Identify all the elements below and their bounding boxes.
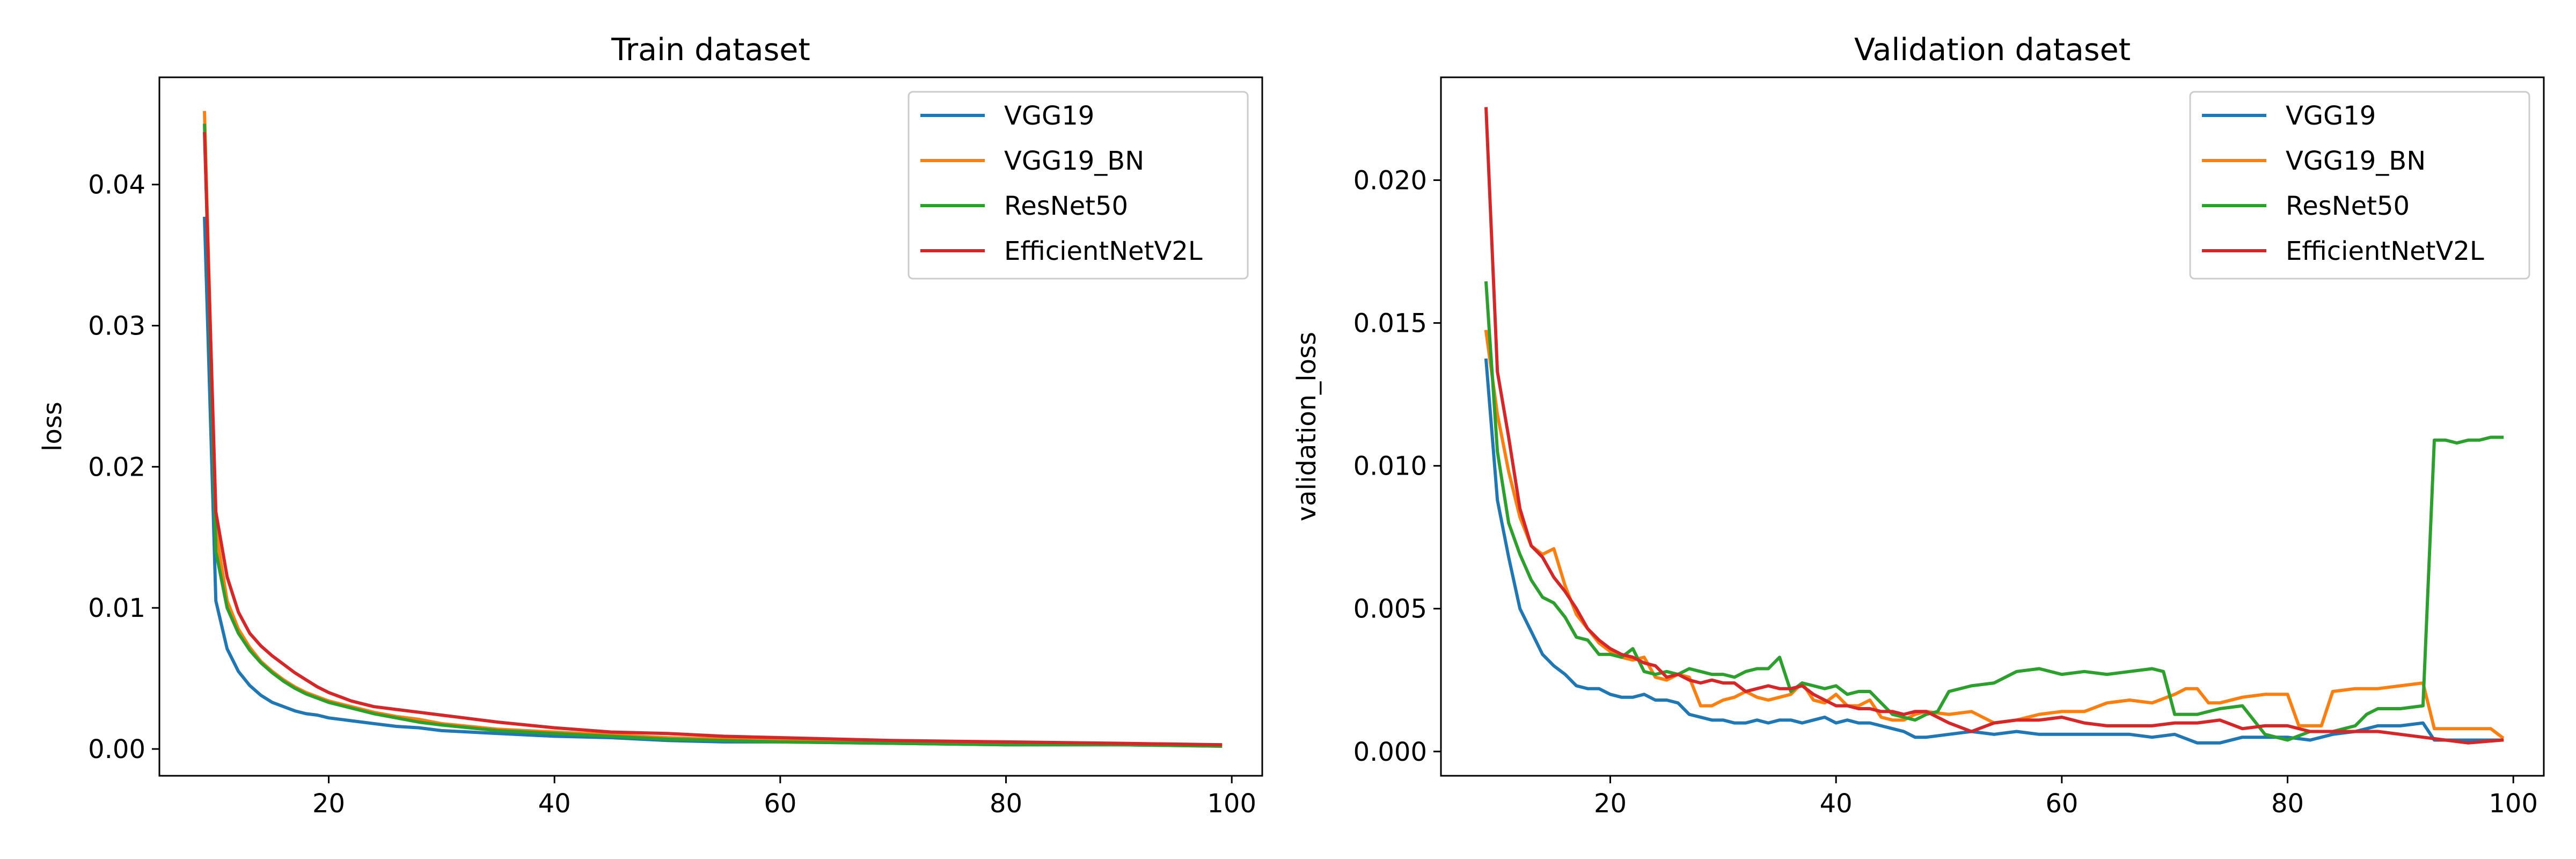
x-tick-label: 40 (1820, 789, 1853, 819)
legend-box (908, 91, 1249, 280)
x-tick-label: 20 (312, 789, 345, 819)
y-tick-label: 0.04 (88, 170, 145, 200)
x-tick-label: 60 (764, 789, 796, 819)
subplot-2: Validation dataset validation_loss 20 40 60 8… (1292, 32, 2545, 819)
legend: VGG19 VGG19_BN ResNet50 EfficientNetV2L (908, 91, 1249, 280)
x-tick-label: 100 (2489, 789, 2538, 819)
legend-label-efficientnetv2l: EfficientNetV2L (2286, 236, 2484, 266)
y-tick-label: 0.000 (1353, 737, 1427, 767)
axes-frame (158, 76, 1263, 777)
y-tick-label: 0.005 (1353, 594, 1427, 624)
legend-label-efficientnetv2l: EfficientNetV2L (1004, 236, 1203, 266)
plot-area (203, 111, 1223, 748)
axes-frame (1440, 76, 2545, 777)
x-tick-label: 20 (1594, 789, 1627, 819)
legend-label-resnet50: ResNet50 (1004, 191, 1128, 221)
x-tick-label: 100 (1207, 789, 1256, 819)
subplot-1: Train dataset loss 20 40 60 80 100 0.00 0.01 0.02… (38, 32, 1263, 819)
y-axis-label: loss (38, 402, 68, 452)
chart-title: Validation dataset (1854, 32, 2131, 68)
y-tick-label: 0.03 (88, 311, 145, 341)
series-line-vgg19 (1484, 358, 2504, 745)
legend-label-resnet50: ResNet50 (2286, 191, 2410, 221)
legend-box (2189, 91, 2530, 280)
y-tick-label: 0.01 (88, 593, 145, 623)
y-tick-label: 0.010 (1353, 452, 1427, 482)
legend-label-vgg19-bn: VGG19_BN (2286, 146, 2426, 176)
y-tick-label: 0.00 (88, 734, 145, 765)
legend-label-vgg19-bn: VGG19_BN (1004, 146, 1144, 176)
series-line-efficientnetv2l (203, 132, 1223, 747)
plot-area (1484, 107, 2505, 745)
x-tick-label: 40 (538, 789, 571, 819)
legend-label-vgg19: VGG19 (2286, 101, 2376, 131)
series-line-vgg19-bn (1484, 330, 2505, 740)
y-axis-label: validation_loss (1292, 332, 1322, 521)
series-line-resnet50 (203, 123, 1223, 748)
chart-title: Train dataset (611, 32, 810, 68)
y-tick-label: 0.02 (88, 452, 145, 482)
x-tick-label: 80 (2271, 789, 2304, 819)
y-tick-label: 0.015 (1353, 309, 1427, 339)
series-line-resnet50 (1484, 281, 2504, 742)
legend-label-vgg19: VGG19 (1004, 101, 1094, 131)
x-tick-label: 60 (2045, 789, 2078, 819)
legend: VGG19 VGG19_BN ResNet50 EfficientNetV2L (2189, 91, 2530, 280)
y-tick-label: 0.020 (1353, 166, 1427, 196)
series-line-vgg19 (203, 216, 1223, 748)
x-tick-label: 80 (990, 789, 1022, 819)
series-line-efficientnetv2l (1484, 107, 2504, 745)
